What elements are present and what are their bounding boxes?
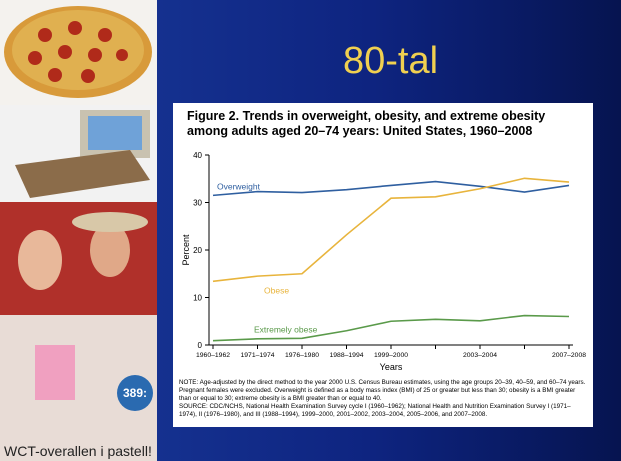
face — [90, 223, 130, 277]
y-tick-label: 10 — [193, 294, 202, 303]
x-tick-label: 1971–1974 — [240, 352, 274, 359]
caption: WCT-overallen i pastell! — [4, 443, 152, 459]
pepperoni — [28, 21, 128, 83]
price-badge — [117, 375, 153, 411]
series-label: Extremely obese — [254, 325, 318, 335]
note: NOTE: Age-adjusted by the direct method … — [179, 379, 586, 402]
keyboard — [15, 150, 150, 198]
screen — [88, 116, 142, 150]
chart: 0 10 20 30 40 1960–1962 1971–1974 1976–1980 1988… — [181, 151, 586, 372]
series-line — [212, 314, 570, 342]
photo-column: 389: WCT-overallen i pastell! — [0, 0, 157, 461]
y-tick-label: 20 — [193, 246, 202, 255]
slide-title: 80-tal — [342, 40, 439, 82]
x-tick-label: 1976–1980 — [285, 352, 319, 359]
y-axis-label: Percent — [181, 234, 191, 266]
price: 389: — [123, 386, 147, 400]
x-tick-label: 2003–2004 — [463, 352, 497, 359]
x-tick-label: 1960–1962 — [196, 352, 230, 359]
x-axis-label: Years — [380, 362, 403, 372]
figure — [35, 345, 75, 400]
y-tick-label: 0 — [198, 341, 203, 350]
series-label: Obese — [264, 285, 289, 295]
note: SOURCE: CDC/NCHS, National Health Examin… — [179, 403, 571, 418]
x-tick-label: 1988–1994 — [329, 352, 363, 359]
x-tick-label: 2007–2008 — [552, 352, 586, 359]
notes: NOTE: Age-adjusted by the direct method … — [179, 379, 587, 419]
chart-box: Figure 2. Trends in overweight, obesity,… — [173, 103, 593, 427]
chart-title: Figure 2. Trends in overweight, obesity,… — [187, 109, 546, 138]
y-tick-label: 40 — [193, 151, 202, 160]
x-tick-label: 1999–2000 — [374, 352, 408, 359]
series-label: Overweight — [217, 181, 261, 191]
series-line — [212, 177, 570, 283]
series-line — [212, 180, 570, 197]
y-tick-label: 30 — [193, 199, 202, 208]
face — [18, 230, 62, 290]
hat — [72, 212, 148, 232]
